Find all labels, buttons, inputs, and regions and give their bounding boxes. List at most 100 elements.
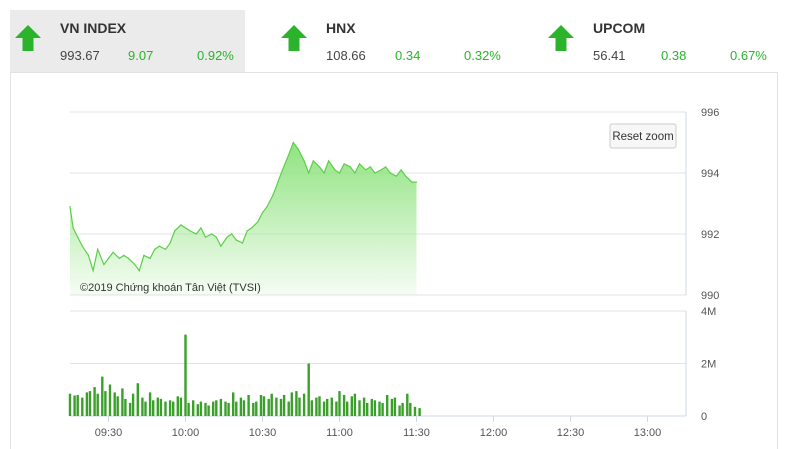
volume-bar bbox=[358, 400, 361, 417]
volume-bar bbox=[207, 405, 210, 416]
volume-bar bbox=[239, 397, 243, 416]
price-point bbox=[143, 254, 145, 256]
chart-credit: ©2019 Chứng khoán Tân Việt (TVSI) bbox=[80, 282, 261, 294]
volume-tick-label: 4M bbox=[701, 306, 716, 318]
volume-bar bbox=[390, 398, 394, 416]
price-point bbox=[318, 166, 321, 168]
price-point bbox=[97, 248, 99, 250]
index-change: 0.38 bbox=[661, 48, 687, 63]
index-percent: 0.67% bbox=[730, 48, 767, 63]
price-point bbox=[374, 172, 376, 174]
volume-bar bbox=[398, 405, 401, 416]
volume-bar bbox=[247, 395, 250, 416]
index-name: HNX bbox=[326, 20, 356, 36]
price-point bbox=[277, 181, 279, 183]
volume-series bbox=[68, 334, 421, 417]
volume-bar bbox=[192, 400, 195, 417]
price-point bbox=[180, 224, 182, 226]
price-point bbox=[395, 175, 398, 177]
index-price: 993.67 bbox=[60, 48, 100, 63]
price-point bbox=[297, 148, 299, 150]
volume-bar bbox=[242, 400, 246, 417]
index-change: 9.07 bbox=[128, 48, 154, 63]
price-point bbox=[405, 175, 407, 177]
price-point bbox=[380, 169, 382, 171]
price-point bbox=[195, 233, 197, 235]
volume-bar bbox=[215, 400, 218, 417]
volume-bar bbox=[199, 401, 203, 416]
price-axis-labels: 990 992 994 996 bbox=[701, 107, 719, 302]
price-point bbox=[134, 263, 136, 266]
volume-bar bbox=[104, 391, 107, 416]
price-point bbox=[215, 236, 217, 238]
volume-bar bbox=[350, 396, 353, 416]
price-point bbox=[69, 206, 71, 208]
index-price: 108.66 bbox=[326, 48, 366, 63]
volume-bar bbox=[370, 398, 373, 416]
volume-bar bbox=[88, 391, 92, 416]
volume-bar bbox=[184, 334, 187, 416]
volume-bar bbox=[267, 398, 270, 416]
index-tab-hnx[interactable]: HNX 108.66 0.34 0.32% bbox=[276, 10, 511, 72]
volume-bar bbox=[366, 402, 369, 416]
price-point bbox=[308, 172, 310, 174]
volume-bar bbox=[373, 400, 377, 417]
volume-bar bbox=[96, 393, 99, 416]
volume-bar bbox=[232, 392, 235, 416]
volume-bar bbox=[85, 392, 89, 416]
volume-bar bbox=[196, 404, 199, 416]
volume-bar bbox=[81, 397, 84, 416]
volume-tick-label: 2M bbox=[701, 359, 716, 371]
volume-bar bbox=[156, 397, 159, 416]
price-point bbox=[292, 141, 294, 144]
volume-bar bbox=[401, 402, 404, 416]
price-point bbox=[138, 270, 140, 272]
volume-bar bbox=[141, 397, 144, 416]
price-point bbox=[415, 181, 418, 183]
price-point bbox=[257, 221, 259, 223]
volume-bar bbox=[418, 408, 421, 416]
price-point bbox=[385, 166, 387, 168]
price-point bbox=[338, 172, 341, 174]
price-point bbox=[231, 233, 233, 235]
volume-bar bbox=[338, 391, 341, 416]
volume-bar bbox=[381, 402, 384, 416]
volume-bar bbox=[252, 402, 255, 416]
volume-bar bbox=[108, 384, 112, 416]
volume-bar bbox=[342, 395, 346, 416]
volume-bar bbox=[413, 406, 417, 416]
volume-bar bbox=[259, 395, 263, 416]
index-tab-upcom[interactable]: UPCOM 56.41 0.38 0.67% bbox=[543, 10, 778, 72]
index-tab-vnindex[interactable]: VN INDEX 993.67 9.07 0.92% bbox=[10, 10, 245, 72]
price-point bbox=[251, 227, 253, 229]
volume-bar bbox=[406, 393, 409, 416]
volume-bar bbox=[121, 388, 124, 416]
volume-bar bbox=[148, 392, 152, 416]
price-tick-label: 992 bbox=[701, 229, 719, 241]
arrow-up-icon bbox=[15, 25, 41, 51]
volume-bar bbox=[168, 400, 172, 417]
volume-grid bbox=[70, 310, 687, 422]
reset-zoom-button[interactable]: Reset zoom bbox=[609, 123, 677, 149]
price-point bbox=[92, 270, 94, 272]
volume-bar bbox=[212, 401, 215, 416]
volume-bar bbox=[270, 393, 273, 416]
index-name: VN INDEX bbox=[60, 20, 127, 36]
volume-bar bbox=[152, 400, 155, 417]
volume-bar bbox=[164, 401, 167, 416]
price-tick-label: 994 bbox=[701, 168, 719, 180]
volume-bar bbox=[295, 391, 298, 416]
volume-bar bbox=[386, 395, 389, 416]
volume-bar bbox=[335, 401, 338, 416]
price-point bbox=[112, 251, 114, 253]
price-point bbox=[323, 172, 325, 174]
time-tick-label: 11:30 bbox=[403, 427, 430, 439]
price-tick-label: 996 bbox=[701, 107, 719, 119]
volume-bar bbox=[159, 398, 163, 416]
price-point bbox=[174, 230, 176, 232]
volume-bar bbox=[262, 396, 266, 416]
time-tick-label: 10:30 bbox=[249, 427, 277, 439]
price-point bbox=[411, 181, 413, 183]
volume-bar bbox=[287, 401, 290, 416]
volume-bar bbox=[255, 401, 258, 416]
